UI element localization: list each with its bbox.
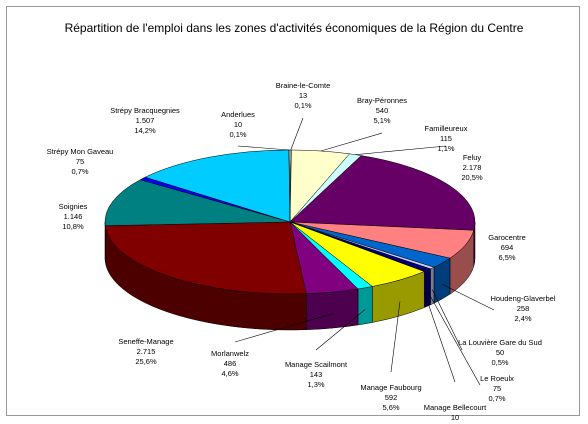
slice-label-name: Feluy [463, 153, 482, 162]
slice-label-percent: 0,5% [491, 358, 508, 367]
slice-label-name: Soignies [59, 202, 88, 211]
slice-label-value: 540 [376, 106, 389, 115]
pie-slice [104, 179, 291, 226]
leader-line [290, 117, 304, 151]
leader-line [237, 145, 290, 151]
slice-label-percent: 25,6% [135, 357, 157, 366]
slice-label-percent: 10,8% [62, 222, 84, 231]
leader-line [355, 145, 447, 155]
leader-line [431, 289, 463, 351]
slice-label-name: Manage Bellecourt [424, 403, 487, 412]
pie-slice-side [357, 286, 373, 326]
pie-slice [289, 155, 476, 231]
slice-label-name: Houdeng-Glaverbel [490, 294, 555, 303]
slice-label-percent: 0,7% [488, 394, 505, 403]
chart-frame [6, 6, 580, 416]
slice-label-value: 1.507 [136, 116, 155, 125]
slice-label-percent: 1,1% [437, 144, 454, 153]
slice-label-value: 13 [299, 91, 307, 100]
slice-label-percent: 5,6% [382, 403, 399, 412]
slice-label-value: 10 [234, 120, 242, 129]
slice-label-value: 143 [310, 370, 323, 379]
slice-label-value: 75 [76, 157, 84, 166]
slice-label-name: Manage Scailmont [285, 360, 348, 369]
slice-label-percent: 4,6% [221, 369, 238, 378]
slice-label-value: 694 [501, 243, 514, 252]
slice-label-value: 592 [385, 393, 398, 402]
slice-label-value: 1.146 [64, 212, 83, 221]
slice-label-name: Strépy Mon Gaveau [47, 147, 114, 156]
slice-label-value: 50 [496, 348, 504, 357]
slice-label-name: Anderlues [221, 110, 255, 119]
slice-label-value: 258 [517, 304, 530, 313]
slice-label-percent: 1,3% [307, 380, 324, 389]
slice-label-percent: 0,1% [294, 101, 311, 110]
pie-slice-side [306, 288, 359, 330]
slice-label-value: 2.715 [137, 347, 156, 356]
slice-label-percent: 6,5% [498, 253, 515, 262]
slice-label-name: Strépy Bracquegnies [110, 106, 180, 115]
leader-line [390, 301, 401, 373]
slice-label-name: Braine-le-Comte [276, 81, 331, 90]
pie-slice [104, 221, 307, 295]
chart-title: Répartition de l'emploi dans les zones d… [64, 21, 524, 35]
slice-label-name: Bray-Péronnes [357, 96, 407, 105]
slice-label-name: Le Roeulx [480, 374, 514, 383]
leader-line [320, 132, 383, 152]
leader-line [427, 291, 481, 386]
slice-label-name: Garocentre [488, 233, 526, 242]
pie-slice [144, 149, 291, 223]
leader-line [315, 309, 366, 351]
slice-label-percent: 2,4% [514, 314, 531, 323]
slice-label-value: 10 [451, 413, 459, 422]
slice-label-percent: 5,1% [373, 116, 390, 125]
slice-label-percent: 0,1% [229, 130, 246, 139]
slice-label-value: 2.178 [463, 163, 482, 172]
leader-line [234, 313, 333, 343]
slice-label-value: 115 [440, 134, 452, 143]
slice-label-name: Morlanwelz [211, 349, 249, 358]
slice-label-percent: 20,5% [461, 173, 483, 182]
slice-label-percent: 14,2% [134, 126, 156, 135]
slice-label-name: Manage Faubourg [360, 383, 421, 392]
slice-label-name: La Louvière Gare du Sud [458, 338, 542, 347]
leader-line [442, 284, 495, 311]
slice-label-name: Familleureux [425, 124, 468, 133]
slice-label-percent: 0,7% [71, 167, 88, 176]
leader-line [424, 292, 456, 383]
slice-label-name: Seneffe-Manage [118, 337, 173, 346]
slice-label-value: 75 [493, 384, 501, 393]
slice-label-value: 486 [224, 359, 237, 368]
